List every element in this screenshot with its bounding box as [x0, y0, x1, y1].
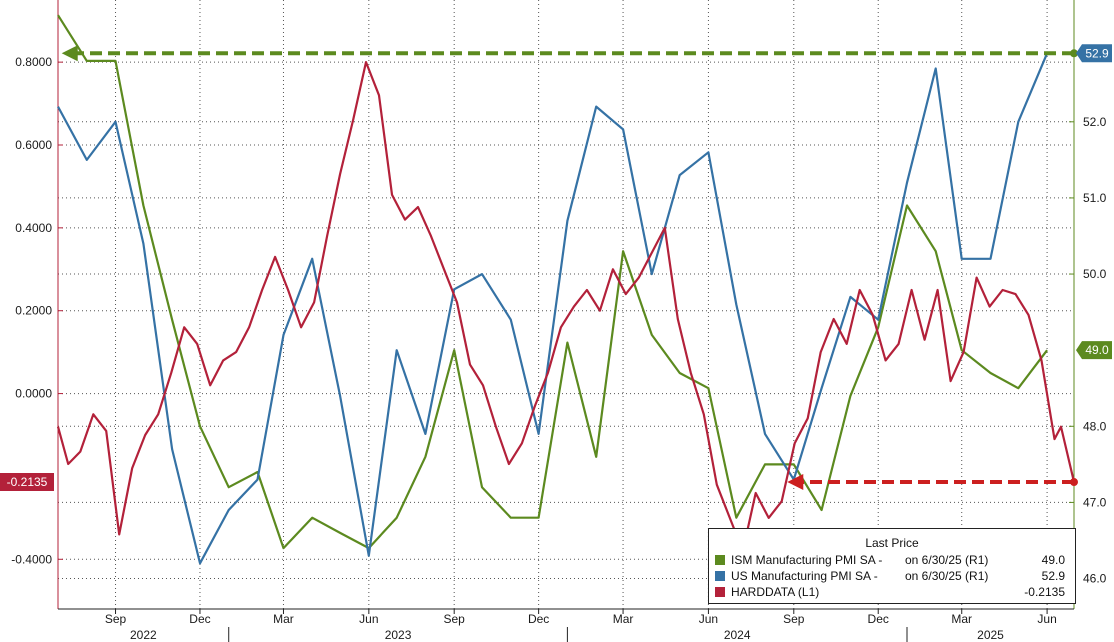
x-tick-label-1: Dec [189, 612, 210, 626]
right-last-value-tag-1-text: 49.0 [1085, 343, 1109, 357]
year-label-2025: 2025 [977, 628, 1004, 642]
left-last-value-tag: -0.2135 [0, 473, 54, 492]
value-tags: -0.2135 52.9 49.0 [0, 44, 1112, 492]
left-last-value-tag-text: -0.2135 [7, 475, 48, 489]
right-last-value-tag-0: 52.9 [1076, 44, 1112, 63]
left-tick-label-4: 0.0000 [15, 387, 52, 401]
x-tick-label-7: Jun [699, 612, 718, 626]
year-label-2023: 2023 [385, 628, 412, 642]
annotation-arrowhead-0 [61, 45, 78, 62]
axes: 0.8000 0.6000 0.4000 0.2000 0.0000 -0.4000 52.… [11, 0, 1107, 642]
legend-swatch-us [715, 571, 725, 581]
gridlines [58, 0, 1074, 609]
legend-swatch-harddata [715, 587, 725, 597]
series-line-ism-manufacturing-pmi-sa [57, 14, 1048, 550]
x-tick-label-6: Mar [613, 612, 634, 626]
right-last-value-tag-1-bg [1076, 341, 1112, 360]
x-tick-label-4: Sep [444, 612, 466, 626]
legend-name-harddata: HARDDATA (L1) [731, 585, 820, 599]
legend-name-ism: ISM Manufacturing PMI SA - [731, 553, 883, 567]
legend-entry-us: US Manufacturing PMI SA - on 6/30/25 (R1… [715, 569, 1069, 584]
x-tick-label-0: Sep [105, 612, 127, 626]
left-tick-label-2: 0.4000 [15, 221, 52, 235]
x-tick-label-10: Mar [951, 612, 972, 626]
annotation-arrowhead-1 [787, 474, 804, 491]
x-tick-label-5: Dec [528, 612, 549, 626]
legend-value-ism: 49.0 [1041, 553, 1065, 567]
left-tick-label-1: 0.6000 [15, 138, 52, 152]
legend-entry-ism: ISM Manufacturing PMI SA - on 6/30/25 (R… [715, 553, 1069, 568]
right-tick-label-0: 52.0 [1083, 115, 1107, 129]
left-last-value-tag-bg [0, 473, 54, 492]
series-line-harddata [56, 60, 1076, 553]
annotation-layer [61, 45, 1078, 491]
legend-swatch-ism [715, 555, 725, 565]
left-tick-label-0: 0.8000 [15, 55, 52, 69]
right-tick-label-2: 50.0 [1083, 267, 1107, 281]
right-tick-label-1: 51.0 [1083, 191, 1107, 205]
annotation-endpoint-0 [1070, 49, 1078, 58]
year-label-2022: 2022 [130, 628, 157, 642]
series-line-us-manufacturing-pmi-sa [57, 52, 1049, 565]
legend-info-us: on 6/30/25 (R1) [905, 569, 989, 583]
legend-info-ism: on 6/30/25 (R1) [905, 553, 989, 567]
right-last-value-tag-1: 49.0 [1076, 341, 1112, 360]
x-tick-label-8: Sep [783, 612, 805, 626]
year-label-2024: 2024 [724, 628, 751, 642]
legend-title: Last Price [865, 536, 919, 550]
x-tick-label-3: Jun [359, 612, 378, 626]
x-tick-label-2: Mar [273, 612, 294, 626]
annotation-endpoint-1 [1070, 478, 1078, 487]
right-tick-label-4: 47.0 [1083, 495, 1107, 509]
legend-entry-harddata: HARDDATA (L1) -0.2135 [715, 585, 1069, 600]
right-tick-label-3: 48.0 [1083, 419, 1107, 433]
x-tick-label-11: Jun [1037, 612, 1056, 626]
left-tick-label-5: -0.4000 [11, 552, 52, 566]
legend-name-us: US Manufacturing PMI SA - [731, 569, 878, 583]
left-tick-label-3: 0.2000 [15, 304, 52, 318]
legend-value-harddata: -0.2135 [1024, 585, 1065, 599]
legend-value-us: 52.9 [1041, 569, 1065, 583]
legend-box: Last Price ISM Manufacturing PMI SA - on… [708, 528, 1076, 604]
x-tick-label-9: Dec [868, 612, 889, 626]
right-last-value-tag-0-bg [1076, 44, 1112, 63]
right-tick-label-5: 46.0 [1083, 572, 1107, 586]
right-last-value-tag-0-text: 52.9 [1085, 46, 1109, 60]
series-layer [56, 14, 1076, 565]
